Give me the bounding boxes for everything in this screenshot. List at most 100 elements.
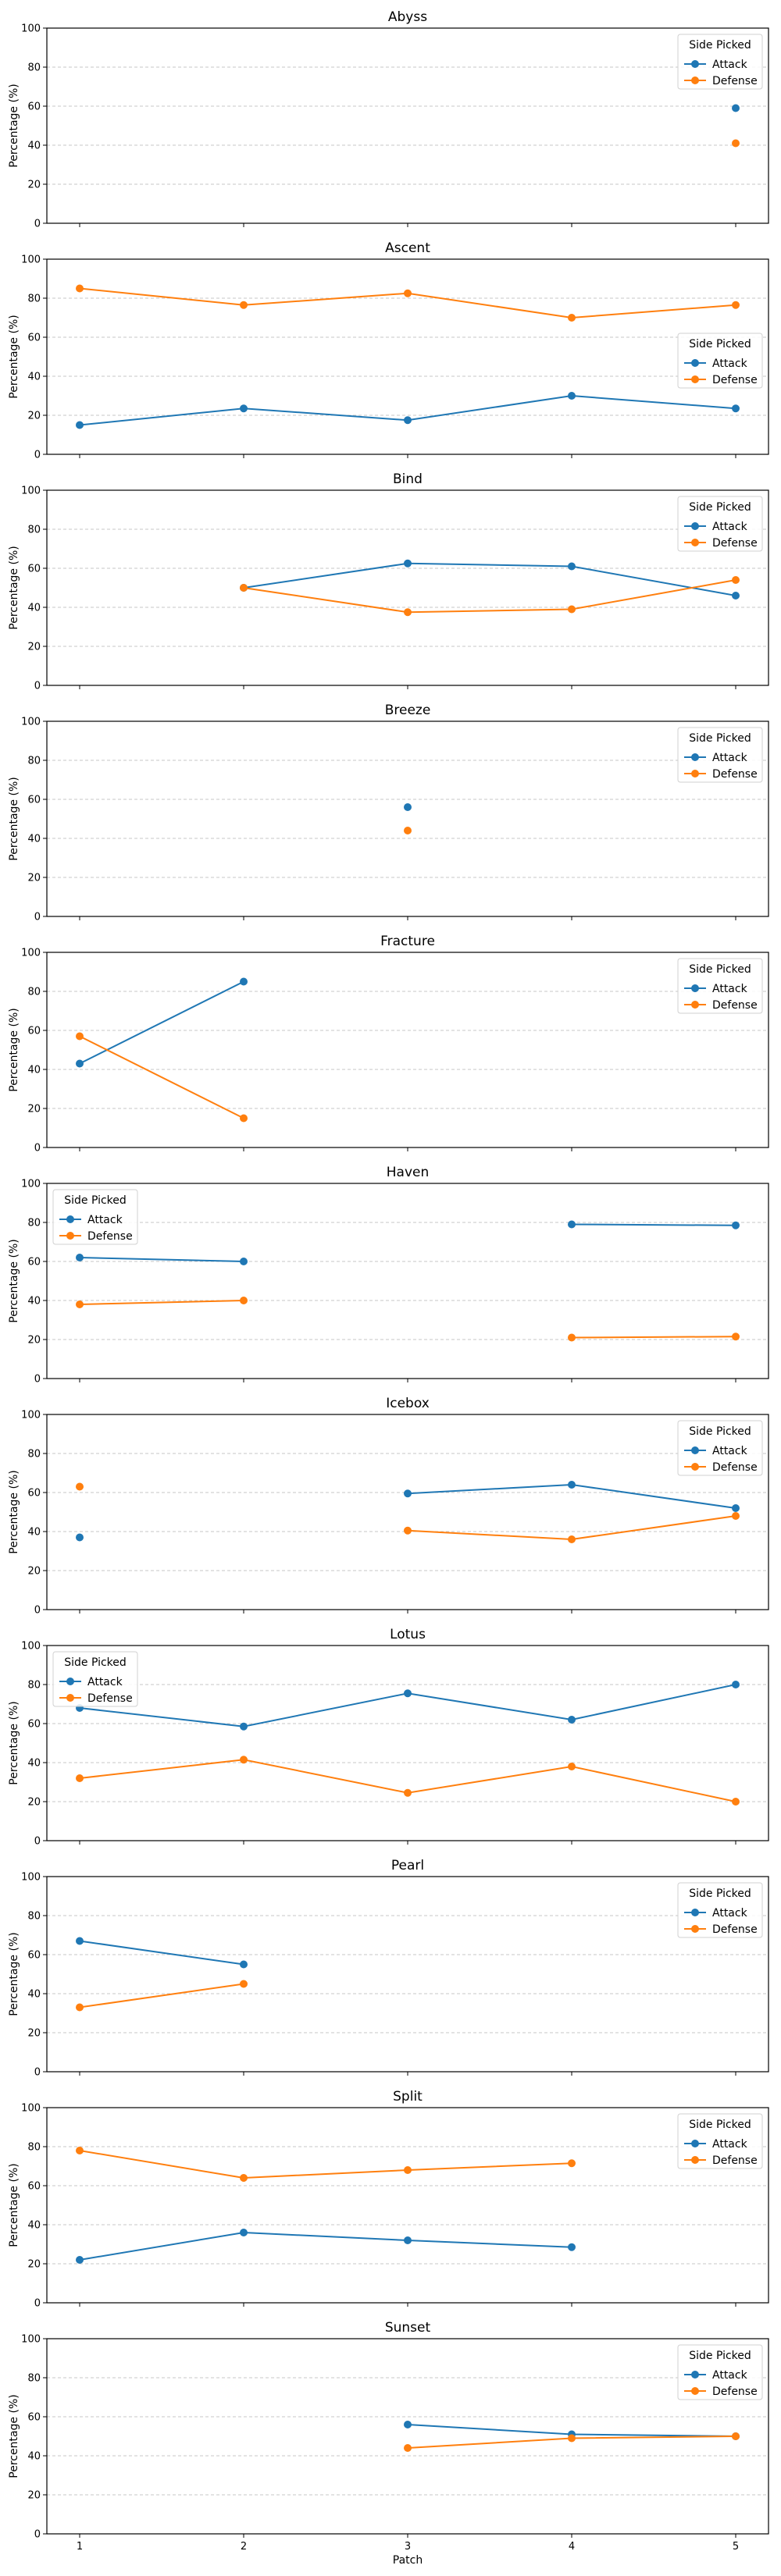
y-tick-label: 40 bbox=[27, 2220, 41, 2232]
data-point bbox=[732, 1681, 740, 1688]
legend-entry-label: Attack bbox=[712, 752, 748, 764]
data-point bbox=[568, 1220, 576, 1229]
panel-bind: Bind 0 20 40 60 80 100 Percentage (%) Side Picke… bbox=[8, 471, 769, 692]
series-defense bbox=[404, 827, 412, 834]
legend-title: Side Picked bbox=[689, 1888, 751, 1900]
data-point bbox=[404, 2444, 412, 2452]
y-tick-label: 60 bbox=[27, 333, 41, 344]
data-point bbox=[76, 2256, 84, 2264]
panel-breeze: Breeze 0 20 40 60 80 100 Percentage (%) Side Pic… bbox=[8, 703, 769, 923]
legend-swatch-marker bbox=[691, 2371, 699, 2379]
legend: Side Picked Attack Defense bbox=[677, 34, 763, 90]
data-point bbox=[76, 1059, 84, 1068]
data-point bbox=[240, 584, 248, 592]
legend-swatch-marker bbox=[691, 1446, 699, 1454]
y-tick-label: 20 bbox=[27, 2259, 41, 2271]
y-tick-label: 80 bbox=[27, 1449, 41, 1461]
data-point bbox=[404, 608, 412, 617]
data-point bbox=[240, 1960, 248, 1969]
y-tick-label: 100 bbox=[21, 23, 41, 35]
legend-swatch-marker bbox=[691, 539, 699, 546]
data-point bbox=[76, 284, 84, 293]
legend-entry-label: Defense bbox=[712, 2386, 758, 2398]
y-tick-label: 60 bbox=[27, 564, 41, 575]
legend-entry-label: Defense bbox=[712, 1461, 758, 1474]
legend-entry-label: Attack bbox=[87, 1676, 123, 1688]
legend-title: Side Picked bbox=[64, 1194, 127, 1207]
panel-sunset: Sunset 0 20 40 60 80 100 1 2 3 4 5 Percentage (%) Sid… bbox=[8, 2320, 769, 2553]
series-defense bbox=[76, 284, 740, 322]
legend: Side Picked Attack Defense bbox=[677, 727, 763, 783]
series-attack bbox=[404, 803, 412, 811]
y-tick-label: 40 bbox=[27, 141, 41, 152]
series-line bbox=[79, 1257, 244, 1262]
legend-swatch-marker bbox=[691, 1463, 699, 1471]
data-point bbox=[568, 1535, 576, 1543]
legend-swatch-marker bbox=[691, 770, 699, 777]
x-axis-label: Patch bbox=[393, 2554, 423, 2567]
y-tick-label: 80 bbox=[27, 987, 41, 998]
y-tick-label: 60 bbox=[27, 1026, 41, 1037]
y-tick-label: 100 bbox=[21, 486, 41, 497]
legend-title: Side Picked bbox=[689, 39, 751, 52]
legend-title: Side Picked bbox=[689, 1425, 751, 1438]
data-point bbox=[76, 421, 84, 429]
plot-frame bbox=[46, 2107, 769, 2304]
y-tick-label: 60 bbox=[27, 795, 41, 806]
data-point bbox=[240, 1297, 248, 1304]
y-tick-label: 0 bbox=[34, 1143, 41, 1155]
legend-box bbox=[52, 1189, 138, 1245]
y-tick-label: 0 bbox=[34, 2298, 41, 2310]
legend-entry-label: Attack bbox=[712, 1907, 748, 1920]
series-defense bbox=[404, 2432, 740, 2452]
data-point bbox=[76, 1300, 84, 1308]
y-axis-label: Percentage (%) bbox=[8, 1239, 20, 1322]
y-tick-label: 40 bbox=[27, 2451, 41, 2463]
y-tick-label: 20 bbox=[27, 1335, 41, 1347]
series-attack bbox=[76, 1220, 740, 1265]
x-tick-label: 1 bbox=[77, 2541, 83, 2553]
series-line bbox=[79, 980, 244, 1065]
panel-split: Split 0 20 40 60 80 100 Percentage (%) Side Pick… bbox=[8, 2089, 769, 2310]
y-tick-label: 40 bbox=[27, 834, 41, 845]
y-tick-label: 100 bbox=[21, 254, 41, 266]
legend-entry-label: Defense bbox=[87, 1692, 133, 1705]
legend-entry-label: Defense bbox=[712, 999, 758, 1012]
y-tick-label: 60 bbox=[27, 1488, 41, 1500]
legend-entry-label: Attack bbox=[712, 521, 748, 533]
y-tick-label: 60 bbox=[27, 1950, 41, 1962]
data-point bbox=[732, 1221, 740, 1229]
legend-title: Side Picked bbox=[689, 501, 751, 514]
series-defense bbox=[76, 1980, 248, 2012]
series-line bbox=[243, 579, 736, 614]
legend-swatch-marker bbox=[66, 1215, 74, 1223]
y-tick-label: 20 bbox=[27, 1566, 41, 1578]
data-point bbox=[240, 301, 248, 309]
legend: Side Picked Attack Defense bbox=[677, 958, 763, 1014]
data-point bbox=[404, 827, 412, 834]
legend-swatch-marker bbox=[691, 753, 699, 761]
plot-frame bbox=[46, 1645, 769, 1841]
plot-frame bbox=[46, 2338, 769, 2535]
data-point bbox=[732, 2432, 740, 2440]
y-tick-label: 20 bbox=[27, 1104, 41, 1115]
data-point bbox=[732, 104, 740, 112]
data-point bbox=[240, 1114, 248, 1123]
data-point bbox=[76, 1937, 84, 1945]
y-tick-label: 100 bbox=[21, 717, 41, 728]
panel-title: Pearl bbox=[391, 1858, 424, 1873]
legend-swatch-marker bbox=[691, 984, 699, 992]
y-axis-label: Percentage (%) bbox=[8, 1470, 20, 1553]
y-axis-label: Percentage (%) bbox=[8, 777, 20, 860]
x-tick-label: 3 bbox=[405, 2541, 411, 2553]
series-defense bbox=[76, 1297, 740, 1342]
data-point bbox=[568, 1763, 576, 1770]
data-point bbox=[240, 2174, 248, 2182]
y-axis-label: Percentage (%) bbox=[8, 1008, 20, 1091]
series-line bbox=[571, 1336, 736, 1339]
y-tick-label: 60 bbox=[27, 1719, 41, 1731]
y-tick-label: 80 bbox=[27, 1218, 41, 1229]
data-point bbox=[240, 404, 248, 413]
plot-frame bbox=[46, 258, 769, 455]
data-point bbox=[568, 605, 576, 614]
